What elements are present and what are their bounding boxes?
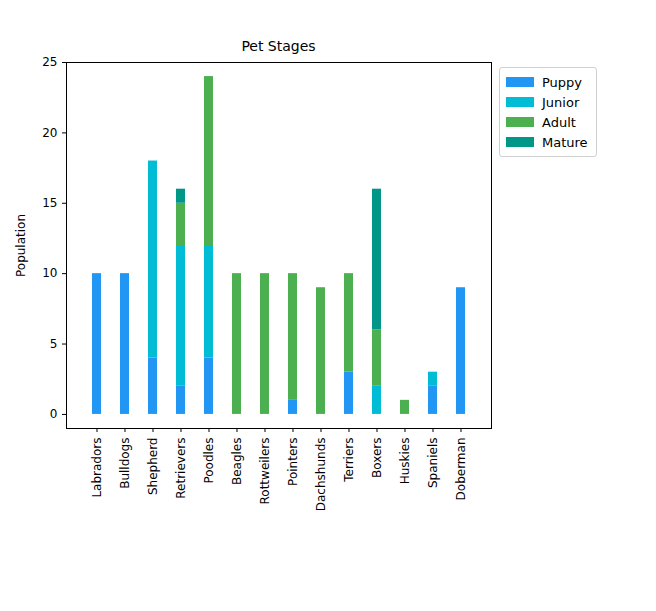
svg-text:Rottweilers: Rottweilers bbox=[258, 438, 272, 505]
svg-text:20: 20 bbox=[42, 126, 57, 140]
html-text:Pet Stages: Pet Stages bbox=[241, 38, 316, 54]
svg-text:25: 25 bbox=[42, 55, 57, 69]
svg-text:Boxers: Boxers bbox=[370, 438, 384, 479]
html-text:Junior: Junior bbox=[542, 94, 580, 110]
svg-text:Beagles: Beagles bbox=[230, 438, 244, 486]
svg-text:Dachshunds: Dachshunds bbox=[314, 438, 328, 512]
svg-text:Huskies: Huskies bbox=[398, 438, 412, 485]
svg-text:Pointers: Pointers bbox=[286, 438, 300, 486]
svg-text:15: 15 bbox=[42, 196, 57, 210]
svg-text:Shepherd: Shepherd bbox=[146, 438, 160, 496]
html-text:Puppy: Puppy bbox=[542, 74, 583, 90]
svg-text:Retrievers: Retrievers bbox=[174, 438, 188, 499]
svg-text:5: 5 bbox=[50, 337, 58, 351]
svg-text:Doberman: Doberman bbox=[454, 438, 468, 501]
svg-text:Spaniels: Spaniels bbox=[426, 438, 440, 489]
svg-text:Poodles: Poodles bbox=[202, 438, 216, 484]
svg-text:Bulldogs: Bulldogs bbox=[118, 438, 132, 489]
svg-text:0: 0 bbox=[50, 407, 58, 421]
svg-text:Terriers: Terriers bbox=[342, 438, 356, 483]
svg-text:10: 10 bbox=[42, 266, 57, 280]
svg-text:Labradors: Labradors bbox=[90, 438, 104, 498]
html-text:Adult: Adult bbox=[542, 114, 576, 130]
html-text:Mature: Mature bbox=[542, 134, 588, 150]
svg-text:Population: Population bbox=[14, 214, 28, 277]
